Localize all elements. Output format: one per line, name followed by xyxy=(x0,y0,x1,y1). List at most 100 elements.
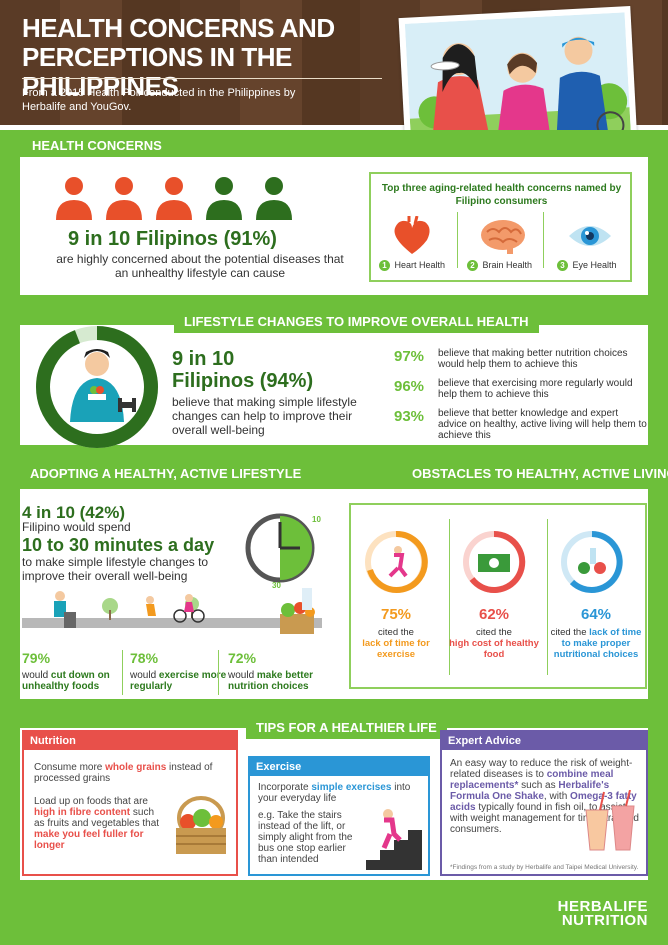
adopting-item: 78% would exercise more regularly xyxy=(130,650,230,692)
money-icon xyxy=(463,530,526,593)
stat-text: believe that exercising more regularly w… xyxy=(438,378,633,400)
person-icon xyxy=(56,177,92,220)
top-three-concerns-box: Top three aging-related health concerns … xyxy=(369,172,632,282)
obstacle-item: 62% cited the high cost of healthy food xyxy=(448,606,540,660)
healthy-food-icon xyxy=(561,531,623,593)
brain-icon xyxy=(481,220,525,254)
lifestyle-ring xyxy=(36,326,158,448)
clock-icon: 10 30 xyxy=(245,513,321,588)
people-illustration xyxy=(404,12,632,150)
adopting-item-percent: 79% xyxy=(22,650,51,666)
clock-label-from: 10 xyxy=(312,515,321,524)
herbalife-logo: HERBALIFE NUTRITION xyxy=(557,898,648,929)
obstacle-text: cited the lack of time to make proper nu… xyxy=(550,627,642,660)
lifestyle-stat-line1: 9 in 10 xyxy=(172,348,235,370)
adopting-item: 79% would cut down on unhealthy foods xyxy=(22,650,122,692)
person-icon xyxy=(256,177,292,220)
people-photo xyxy=(398,6,638,156)
activity-scene xyxy=(22,588,322,634)
concern-label: Eye Health xyxy=(572,260,617,270)
stat-percent: 93% xyxy=(394,408,425,425)
concern-separator xyxy=(543,212,544,268)
concern-number: 2 xyxy=(467,260,478,271)
lifestyle-description: believe that making simple lifestyle cha… xyxy=(172,395,357,437)
lifestyle-stat: 9 in 10 Filipinos (94%) xyxy=(172,348,313,392)
expert-advice-card: Expert Advice An easy way to reduce the … xyxy=(440,730,648,876)
exercise-card: Exercise Incorporate simple exercises in… xyxy=(248,756,430,876)
heart-icon xyxy=(394,216,430,254)
adopting-item-text: would exercise more regularly xyxy=(130,670,227,692)
adopting-stat: 4 in 10 (42%) xyxy=(22,503,125,522)
concern-label: Brain Health xyxy=(482,260,533,270)
adopting-separator xyxy=(218,650,219,695)
concern-number: 3 xyxy=(557,260,568,271)
obstacle-percent: 62% xyxy=(478,606,510,623)
adopting-line2: Filipino would spend xyxy=(22,520,131,534)
lifestyle-label: LIFESTYLE CHANGES TO IMPROVE OVERALL HEA… xyxy=(174,310,539,333)
stairs-walker-icon xyxy=(366,809,422,870)
stat-text: believe that making better nutrition cho… xyxy=(438,348,628,370)
ring-progress xyxy=(36,326,158,448)
obstacle-text: cited the high cost of healthy food xyxy=(449,627,539,660)
health-concerns-stat: 9 in 10 Filipinos (91%) xyxy=(68,228,277,250)
person-icon xyxy=(206,177,242,220)
health-concerns-description: are highly concerned about the potential… xyxy=(56,252,344,280)
concern-item-brain: 2 Brain Health xyxy=(467,260,532,271)
adopting-panel xyxy=(20,489,648,699)
page-subtitle: From a 2015 Health Poll conducted in the… xyxy=(22,87,296,113)
adopting-item-percent: 78% xyxy=(130,650,159,666)
shake-glasses-icon xyxy=(585,790,635,851)
obstacle-item: 64% cited the lack of time to make proper… xyxy=(546,606,646,660)
lifestyle-stat-line2: Filipinos (94%) xyxy=(172,370,314,392)
person-icon xyxy=(106,177,142,220)
nutrition-tip-1: Consume more whole grains instead of pro… xyxy=(34,762,213,784)
concern-number: 1 xyxy=(379,260,390,271)
concern-separator xyxy=(457,212,458,268)
obstacle-percent: 64% xyxy=(580,606,612,623)
adopting-item-percent: 72% xyxy=(228,650,257,666)
clock-label-to: 30 xyxy=(272,581,281,588)
concern-item-heart: 1 Heart Health xyxy=(379,260,445,271)
title-divider xyxy=(22,78,382,79)
footer-band xyxy=(0,882,668,945)
adopting-item-text: would cut down on unhealthy foods xyxy=(22,670,110,692)
obstacles-box xyxy=(349,503,647,689)
eye-icon xyxy=(569,226,611,246)
adopting-description: to make simple lifestyle changes to impr… xyxy=(22,555,209,583)
obstacle-separator xyxy=(449,519,450,675)
adopting-separator xyxy=(122,650,123,695)
vegetable-basket-icon xyxy=(176,796,226,854)
obstacle-item: 75% cited the lack of time for exercise xyxy=(350,606,442,660)
nutrition-tip-2: Load up on foods that are high in fibre … xyxy=(34,796,160,851)
expert-advice-footnote: *Findings from a study by Herbalife and … xyxy=(450,864,639,871)
stat-percent: 97% xyxy=(394,348,425,365)
people-icons xyxy=(56,177,292,220)
nutrition-title: Nutrition xyxy=(24,732,236,750)
concern-label: Heart Health xyxy=(394,260,446,270)
adopting-item: 72% would make better nutrition choices xyxy=(228,650,328,692)
person-icon xyxy=(156,177,192,220)
stat-percent: 96% xyxy=(394,378,425,395)
page-title: HEALTH CONCERNS AND PERCEPTIONS IN THE P… xyxy=(22,13,335,101)
runner xyxy=(146,596,156,616)
concern-item-eye: 3 Eye Health xyxy=(557,260,617,271)
nutrition-card: Nutrition Consume more whole grains inst… xyxy=(22,730,238,876)
adopting-item-text: would make better nutrition choices xyxy=(228,670,314,692)
adopting-label: ADOPTING A HEALTHY, ACTIVE LIFESTYLE xyxy=(20,462,312,485)
obstacles-label: OBSTACLES TO HEALTHY, ACTIVE LIVING xyxy=(402,462,668,485)
food-basket xyxy=(280,588,315,634)
obstacle-text: cited the lack of time for exercise xyxy=(362,627,430,660)
stat-text: believe that better knowledge and expert… xyxy=(438,408,647,441)
tips-label: TIPS FOR A HEALTHIER LIFE xyxy=(246,716,447,739)
runner-icon xyxy=(365,530,428,593)
health-concerns-label: HEALTH CONCERNS xyxy=(22,134,172,157)
person-with-bin xyxy=(54,591,76,628)
exercise-title: Exercise xyxy=(250,758,428,776)
expert-advice-title: Expert Advice xyxy=(442,732,646,750)
adopting-minutes: 10 to 30 minutes a day xyxy=(22,535,215,555)
obstacle-percent: 75% xyxy=(380,606,412,623)
top-three-title: Top three aging-related health concerns … xyxy=(381,183,622,207)
exercise-tip-1: Incorporate simple exercises into your e… xyxy=(258,782,411,804)
cyclist xyxy=(173,594,205,623)
